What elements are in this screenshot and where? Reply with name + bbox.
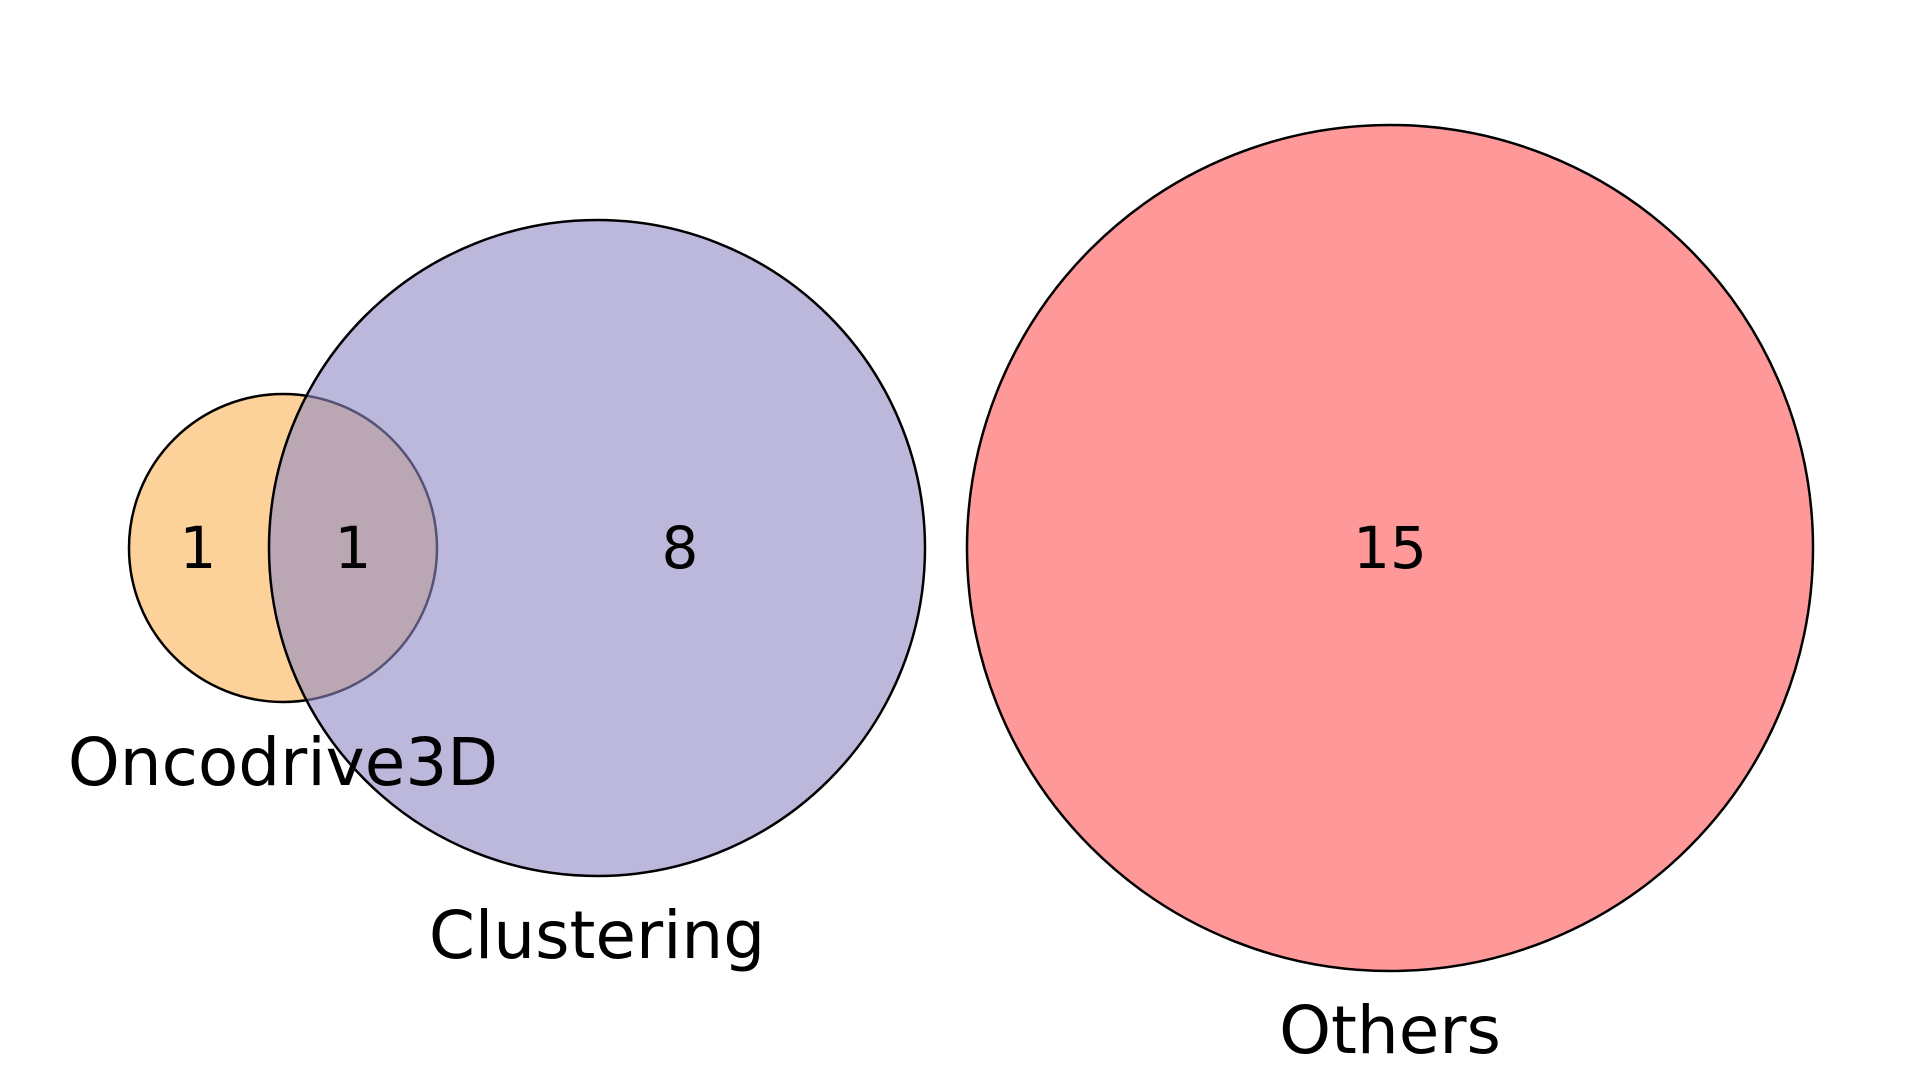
clustering-set-label: Clustering	[429, 897, 765, 974]
region-others-count: 15	[1353, 514, 1427, 582]
region-intersection-count: 1	[335, 514, 372, 582]
region-clustering-only-count: 8	[662, 514, 699, 582]
others-circle	[965, 123, 1815, 973]
clustering-circle	[267, 218, 927, 878]
others-set-label: Others	[1279, 992, 1501, 1069]
oncodrive3d-set-label: Oncodrive3D	[68, 724, 498, 801]
region-oncodrive3d-only-count: 1	[180, 514, 217, 582]
